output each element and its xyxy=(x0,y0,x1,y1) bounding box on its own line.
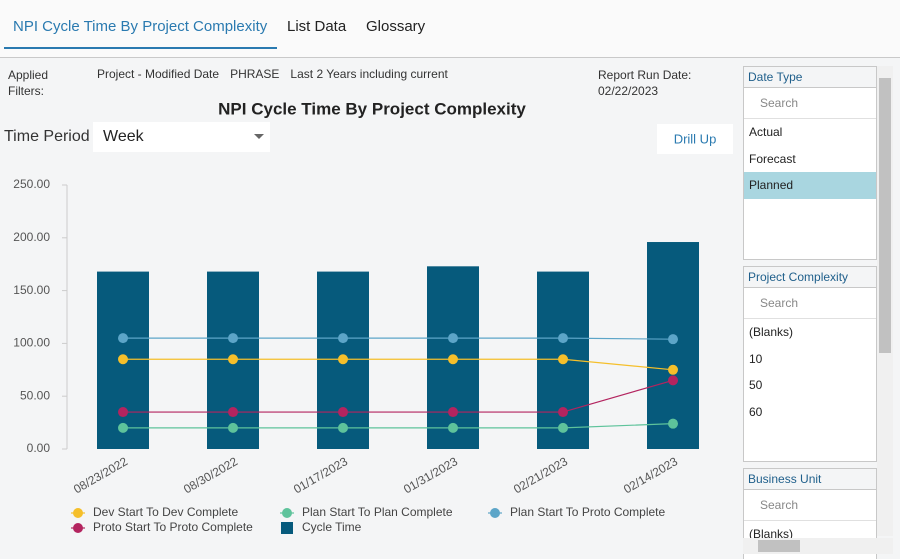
chart-title: NPI Cycle Time By Project Complexity xyxy=(218,99,526,118)
point xyxy=(228,407,238,418)
slicer-item[interactable]: (Blanks) xyxy=(749,527,794,541)
point xyxy=(338,354,348,365)
x-tick-label: 01/31/2023 xyxy=(401,454,460,496)
run-date: Report Run Date: 02/22/2023 xyxy=(598,67,691,99)
run-date-label: Report Run Date: xyxy=(598,68,692,82)
legend-marker xyxy=(490,508,500,518)
point xyxy=(118,333,128,344)
point xyxy=(448,422,458,433)
point xyxy=(558,407,568,418)
legend-marker xyxy=(73,523,83,533)
filter-item: Project - Modified Date xyxy=(97,67,220,81)
slicer-item[interactable]: 50 xyxy=(749,378,763,392)
point xyxy=(228,422,238,433)
drill-up-label: Drill Up xyxy=(674,131,717,146)
point xyxy=(448,354,458,365)
x-tick-label: 08/23/2022 xyxy=(71,454,130,496)
slicer-search[interactable]: Search xyxy=(744,88,876,119)
point xyxy=(118,422,128,433)
series-line xyxy=(123,379,674,413)
tab[interactable]: List Data xyxy=(287,18,347,35)
dropdown-arrow xyxy=(254,134,264,139)
legend-label: Proto Start To Proto Complete xyxy=(93,520,253,534)
point xyxy=(228,333,238,344)
x-tick-label: 08/30/2022 xyxy=(181,454,240,496)
legend-label: Cycle Time xyxy=(302,520,362,534)
series-line xyxy=(123,358,674,371)
run-date-value: 02/22/2023 xyxy=(598,84,659,98)
series-line xyxy=(123,423,674,429)
scroll-thumb[interactable] xyxy=(879,78,891,353)
y-tick-label: 50.00 xyxy=(20,388,50,402)
legend-marker xyxy=(73,508,83,518)
tab[interactable]: Glossary xyxy=(366,18,426,35)
tab-underline xyxy=(4,47,277,49)
slicer-item[interactable]: (Blanks) xyxy=(749,325,794,339)
series-line xyxy=(123,337,674,340)
point xyxy=(448,407,458,418)
legend-label: Plan Start To Plan Complete xyxy=(302,505,453,519)
point xyxy=(448,333,458,344)
tab[interactable]: NPI Cycle Time By Project Complexity xyxy=(13,18,268,35)
slicer-item[interactable]: 10 xyxy=(749,351,763,366)
slicer-item[interactable]: Actual xyxy=(749,125,783,139)
y-tick-label: 100.00 xyxy=(13,336,50,350)
slicer: Date Type Search Actual Forecast Planned xyxy=(743,66,877,260)
y-tick-label: 0.00 xyxy=(27,441,51,455)
time-period-dropdown[interactable] xyxy=(93,122,270,152)
point xyxy=(338,422,348,433)
point xyxy=(558,333,568,344)
point xyxy=(668,334,678,345)
point xyxy=(668,364,678,375)
x-tick-label: 02/14/2023 xyxy=(621,454,680,496)
slicer-item[interactable]: Planned xyxy=(744,172,876,199)
slicer-title: Date Type xyxy=(744,67,876,88)
legend-label: Dev Start To Dev Complete xyxy=(93,505,238,519)
y-tick-label: 150.00 xyxy=(13,283,50,297)
filters: Project - Modified Date PHRASE Last 2 Ye… xyxy=(97,67,448,81)
slicer-search[interactable]: Search xyxy=(744,490,876,521)
point xyxy=(668,375,678,386)
point xyxy=(118,407,128,418)
slicer-search[interactable]: Search xyxy=(744,288,876,319)
y-tick-label: 250.00 xyxy=(13,177,50,191)
scrollbar xyxy=(877,66,893,536)
h-scroll-thumb[interactable] xyxy=(758,540,800,552)
point xyxy=(338,333,348,344)
point xyxy=(558,354,568,365)
slicer: Project Complexity Search (Blanks) 10 50 60 xyxy=(743,266,877,462)
point xyxy=(668,418,678,429)
filter-item: Last 2 Years including current xyxy=(290,67,448,81)
y-tick-label: 200.00 xyxy=(13,230,50,244)
filter-item: PHRASE xyxy=(230,67,280,81)
bar xyxy=(647,242,699,449)
legend-marker xyxy=(282,508,292,518)
point xyxy=(558,422,568,433)
slicer-item[interactable]: Forecast xyxy=(749,151,796,166)
point xyxy=(228,354,238,365)
time-period-value: Week xyxy=(103,128,145,145)
drill-up-button[interactable] xyxy=(657,124,733,154)
h-scrollbar xyxy=(743,538,893,554)
x-tick-label: 01/17/2023 xyxy=(291,454,350,496)
time-period-label: Time Period xyxy=(4,128,90,145)
point xyxy=(118,354,128,365)
slicer-item[interactable]: 60 xyxy=(749,404,763,419)
x-tick-label: 02/21/2023 xyxy=(511,454,570,496)
legend-marker xyxy=(281,522,293,534)
chart: NPI Cycle Time By Project Complexity Tim… xyxy=(4,99,733,534)
filters-label: Applied Filters: xyxy=(8,68,49,98)
slicer-title: Business Unit xyxy=(744,469,876,490)
point xyxy=(338,407,348,418)
legend-label: Plan Start To Proto Complete xyxy=(510,505,666,519)
slicer-title: Project Complexity xyxy=(744,267,876,288)
